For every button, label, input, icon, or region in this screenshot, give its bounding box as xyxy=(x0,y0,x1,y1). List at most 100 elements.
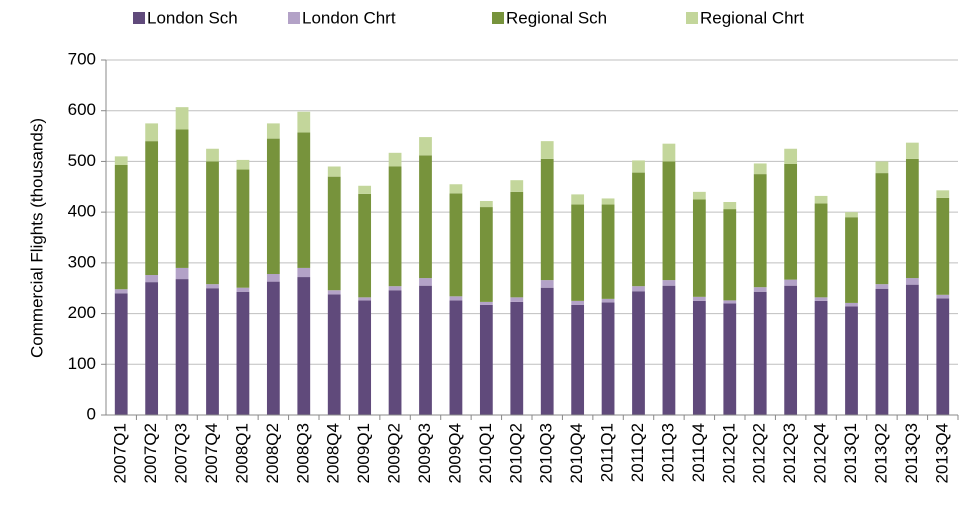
x-tick-label: 2011Q4 xyxy=(689,423,708,482)
bar-segment xyxy=(206,161,219,285)
legend-label: Regional Chrt xyxy=(700,8,804,27)
bar-segment xyxy=(236,291,250,415)
bar-segment xyxy=(479,304,493,415)
x-tick-label: 2008Q3 xyxy=(293,423,312,484)
bar-segment xyxy=(632,291,645,415)
x-tick-label: 2010Q1 xyxy=(476,423,495,484)
bar-segment xyxy=(388,290,402,415)
bar-segment xyxy=(388,166,402,287)
bar-segment xyxy=(875,173,889,285)
bar-segment xyxy=(753,174,767,288)
bar-segment xyxy=(114,289,128,294)
bar-segment xyxy=(723,202,737,210)
bar-segment xyxy=(632,160,645,173)
bar-segment xyxy=(540,158,554,281)
bar-segment xyxy=(692,300,706,415)
legend-label: London Chrt xyxy=(302,8,396,27)
bar-segment xyxy=(936,298,950,415)
bar-segment xyxy=(266,138,280,275)
bar-segment xyxy=(540,287,554,415)
x-tick-label: 2009Q1 xyxy=(354,423,373,484)
x-tick-label: 2007Q1 xyxy=(111,423,130,484)
bar-segment xyxy=(845,212,858,218)
bar-segment xyxy=(358,185,372,194)
bar-segment xyxy=(692,296,706,301)
x-tick-label: 2013Q2 xyxy=(871,423,890,484)
bar-segment xyxy=(601,198,615,205)
bar-segment xyxy=(419,137,432,156)
bar-segment xyxy=(388,152,402,167)
bar-segment xyxy=(905,284,919,415)
bar-segment xyxy=(266,274,280,282)
y-tick-label: 200 xyxy=(68,303,96,322)
bar-segment xyxy=(723,209,737,301)
bar-segment xyxy=(175,129,189,268)
x-tick-label: 2012Q1 xyxy=(719,423,738,484)
bar-segment xyxy=(510,180,524,192)
bar-segment xyxy=(236,159,250,170)
x-tick-label: 2012Q2 xyxy=(750,423,769,484)
bar-segment xyxy=(358,300,372,415)
bar-segment xyxy=(571,300,585,305)
bar-segment xyxy=(692,199,706,297)
bar-segment xyxy=(936,294,950,299)
bar-segment xyxy=(327,166,341,177)
x-tick-label: 2012Q4 xyxy=(811,423,830,484)
bar-segment xyxy=(327,290,341,295)
x-tick-label: 2013Q3 xyxy=(902,423,921,484)
bar-segment xyxy=(540,141,554,159)
bar-segment xyxy=(875,288,889,415)
x-tick-label: 2011Q1 xyxy=(598,423,617,482)
bar-segment xyxy=(571,194,585,205)
y-tick-label: 300 xyxy=(68,252,96,271)
x-tick-label: 2009Q2 xyxy=(385,423,404,484)
bar-segment xyxy=(297,277,311,415)
bar-segment xyxy=(419,278,432,286)
bar-segment xyxy=(510,301,524,415)
bar-segment xyxy=(206,148,219,162)
bar-segment xyxy=(449,193,463,297)
bar-segment xyxy=(632,286,645,292)
x-tick-label: 2009Q3 xyxy=(415,423,434,484)
bar-segment xyxy=(327,176,341,291)
bar-segment xyxy=(145,275,159,283)
bar-segment xyxy=(601,298,615,303)
x-tick-label: 2013Q4 xyxy=(932,423,951,484)
bar-segment xyxy=(692,191,706,200)
bar-segment xyxy=(419,285,432,415)
bar-segment xyxy=(175,267,189,280)
bar-segment xyxy=(419,155,432,279)
bar-segment xyxy=(905,278,919,285)
bar-segment xyxy=(662,161,676,281)
bar-segment xyxy=(479,200,493,208)
bar-segment xyxy=(845,302,858,307)
bar-segment xyxy=(875,161,889,174)
bar-segment xyxy=(114,156,128,165)
bar-segment xyxy=(723,303,737,415)
bar-segment xyxy=(510,297,524,302)
x-tick-label: 2007Q3 xyxy=(172,423,191,484)
bar-segment xyxy=(175,279,189,415)
bar-segment xyxy=(540,280,554,288)
y-tick-label: 0 xyxy=(87,404,96,423)
bar-segment xyxy=(845,217,858,303)
y-tick-label: 500 xyxy=(68,151,96,170)
legend-swatch xyxy=(686,12,698,24)
legend-swatch xyxy=(288,12,300,24)
bar-segment xyxy=(327,294,341,415)
legend-swatch xyxy=(492,12,504,24)
bar-segment xyxy=(358,193,372,298)
x-tick-label: 2008Q4 xyxy=(324,423,343,484)
y-tick-label: 600 xyxy=(68,100,96,119)
y-tick-label: 700 xyxy=(68,49,96,68)
bar-segment xyxy=(601,302,615,415)
bar-segment xyxy=(297,111,311,133)
bar-segment xyxy=(905,142,919,159)
legend-swatch xyxy=(133,12,145,24)
x-tick-label: 2008Q2 xyxy=(263,423,282,484)
bar-segment xyxy=(449,296,463,301)
bar-segment xyxy=(266,123,280,139)
bar-segment xyxy=(479,207,493,302)
bar-segment xyxy=(114,293,128,415)
bar-segment xyxy=(175,107,189,130)
